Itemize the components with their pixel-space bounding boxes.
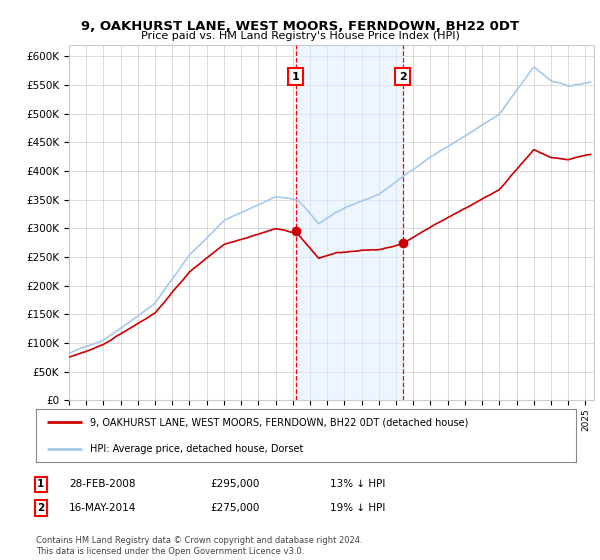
- Text: £275,000: £275,000: [210, 503, 259, 513]
- Text: 1: 1: [292, 72, 299, 82]
- Text: 9, OAKHURST LANE, WEST MOORS, FERNDOWN, BH22 0DT (detached house): 9, OAKHURST LANE, WEST MOORS, FERNDOWN, …: [90, 417, 469, 427]
- Text: 28-FEB-2008: 28-FEB-2008: [69, 479, 136, 489]
- Bar: [296, 45, 403, 400]
- Text: 2: 2: [399, 72, 406, 82]
- Text: Price paid vs. HM Land Registry's House Price Index (HPI): Price paid vs. HM Land Registry's House …: [140, 31, 460, 41]
- Text: HPI: Average price, detached house, Dorset: HPI: Average price, detached house, Dors…: [90, 444, 304, 454]
- Text: 1: 1: [37, 479, 44, 489]
- Text: 19% ↓ HPI: 19% ↓ HPI: [330, 503, 385, 513]
- Text: 9, OAKHURST LANE, WEST MOORS, FERNDOWN, BH22 0DT: 9, OAKHURST LANE, WEST MOORS, FERNDOWN, …: [81, 20, 519, 32]
- Text: Contains HM Land Registry data © Crown copyright and database right 2024.
This d: Contains HM Land Registry data © Crown c…: [36, 536, 362, 556]
- Text: 16-MAY-2014: 16-MAY-2014: [69, 503, 136, 513]
- Text: 2: 2: [37, 503, 44, 513]
- Text: 13% ↓ HPI: 13% ↓ HPI: [330, 479, 385, 489]
- Text: £295,000: £295,000: [210, 479, 259, 489]
